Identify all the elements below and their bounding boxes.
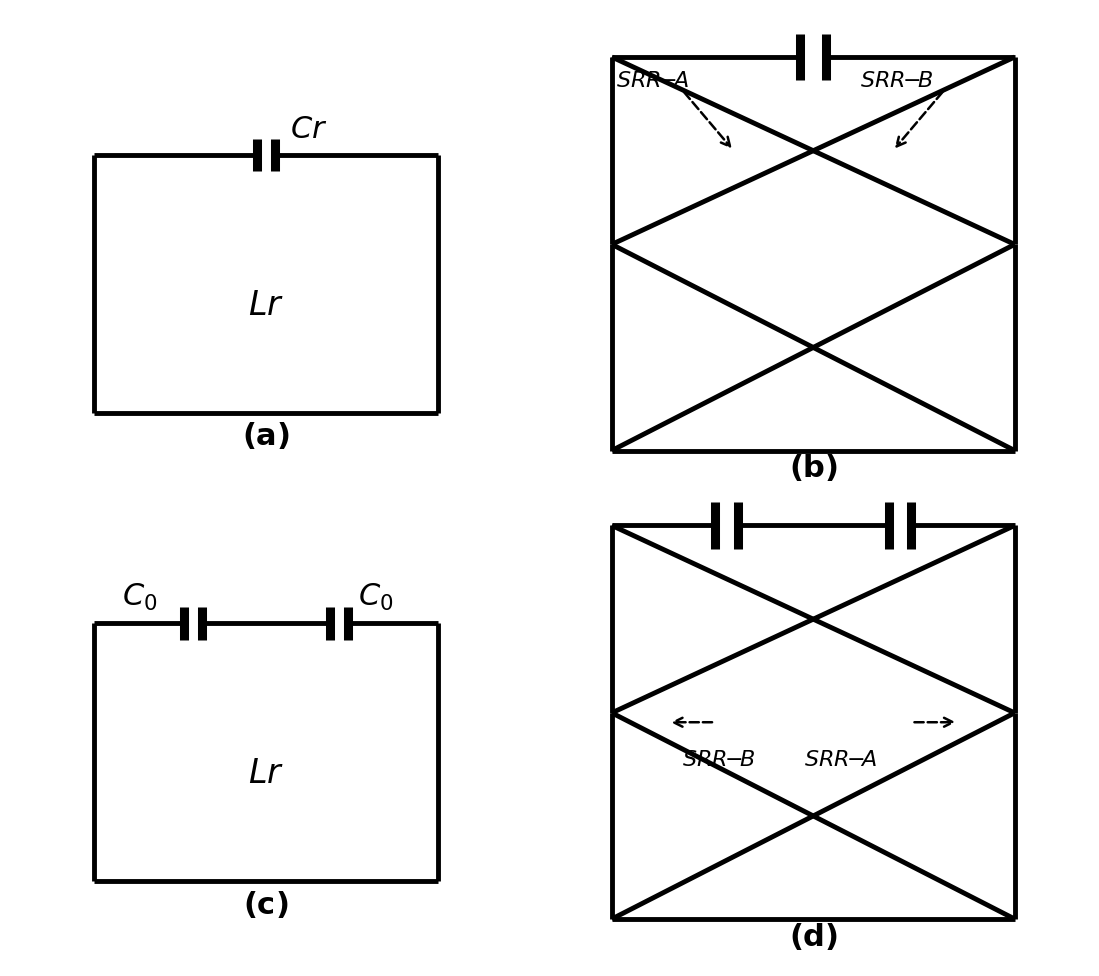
Text: $SRR\!\!-\!\!B$: $SRR\!\!-\!\!B$ [861, 71, 934, 91]
Text: $C_0$: $C_0$ [358, 582, 393, 613]
Text: $SRR\!\!-\!\!B$: $SRR\!\!-\!\!B$ [682, 751, 756, 770]
Text: $SRR\!\!-\!\!A$: $SRR\!\!-\!\!A$ [803, 751, 877, 770]
Text: $C_0$: $C_0$ [122, 582, 158, 613]
Text: $\mathbf{(d)}$: $\mathbf{(d)}$ [789, 920, 837, 952]
Text: $\mathbf{(c)}$: $\mathbf{(c)}$ [244, 889, 289, 919]
Text: $\mathbf{(b)}$: $\mathbf{(b)}$ [789, 452, 837, 483]
Text: $Cr$: $Cr$ [290, 115, 328, 144]
Text: $Lr$: $Lr$ [248, 757, 285, 791]
Text: $SRR\!\!-\!\!A$: $SRR\!\!-\!\!A$ [617, 71, 690, 91]
Text: $Lr$: $Lr$ [248, 289, 285, 322]
Text: $\mathbf{(a)}$: $\mathbf{(a)}$ [242, 421, 290, 451]
